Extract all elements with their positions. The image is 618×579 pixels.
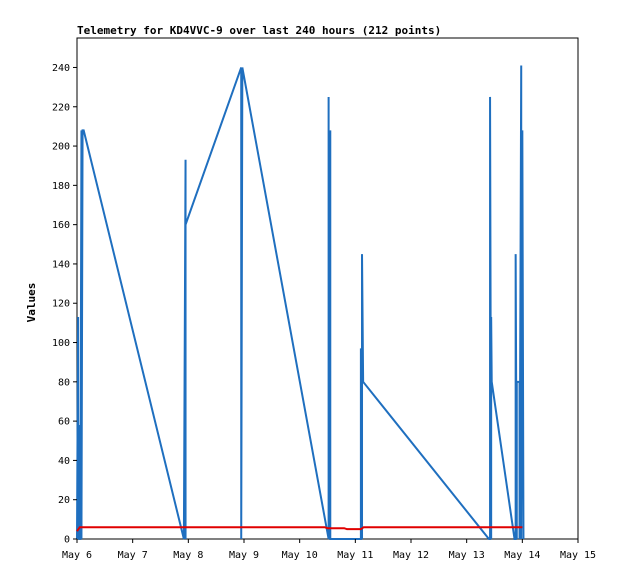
y-axis: 0 20 40 60 80 100 120 140 160 180 200 220 240 [52, 63, 77, 546]
x-tick-label: May 9 [229, 550, 259, 561]
x-tick-label: May 7 [118, 550, 148, 561]
series-layer [76, 65, 525, 540]
y-tick-label: 80 [58, 377, 70, 388]
chart-title: Telemetry for KD4VVC-9 over last 240 hou… [77, 24, 442, 37]
y-tick-label: 200 [52, 142, 70, 153]
y-tick-label: 140 [52, 259, 70, 270]
y-tick-label: 40 [58, 456, 70, 467]
x-tick-label: May 8 [173, 550, 203, 561]
plot-area-frame [76, 37, 579, 540]
y-tick-label: 60 [58, 417, 70, 428]
x-tick-label: May 10 [282, 550, 318, 561]
x-tick-label: May 11 [337, 550, 373, 561]
x-tick-label: May 13 [449, 550, 485, 561]
x-tick-label: May 6 [62, 550, 92, 561]
y-tick-label: 0 [64, 535, 70, 546]
x-tick-label: May 15 [560, 550, 596, 561]
y-tick-label: 220 [52, 102, 70, 113]
y-tick-label: 240 [52, 63, 70, 74]
x-axis: May 6 May 7 May 8 May 9 May 10 May 11 May 12 Ma… [62, 539, 596, 561]
x-tick-label: May 14 [504, 550, 540, 561]
y-tick-label: 120 [52, 299, 70, 310]
series-line-2 [76, 526, 523, 532]
y-tick-label: 180 [52, 181, 70, 192]
x-tick-label: May 12 [393, 550, 429, 561]
series-line-1 [76, 65, 525, 540]
y-tick-label: 100 [52, 338, 70, 349]
y-axis-label: Values [25, 283, 38, 323]
y-tick-label: 160 [52, 220, 70, 231]
y-tick-label: 20 [58, 495, 70, 506]
